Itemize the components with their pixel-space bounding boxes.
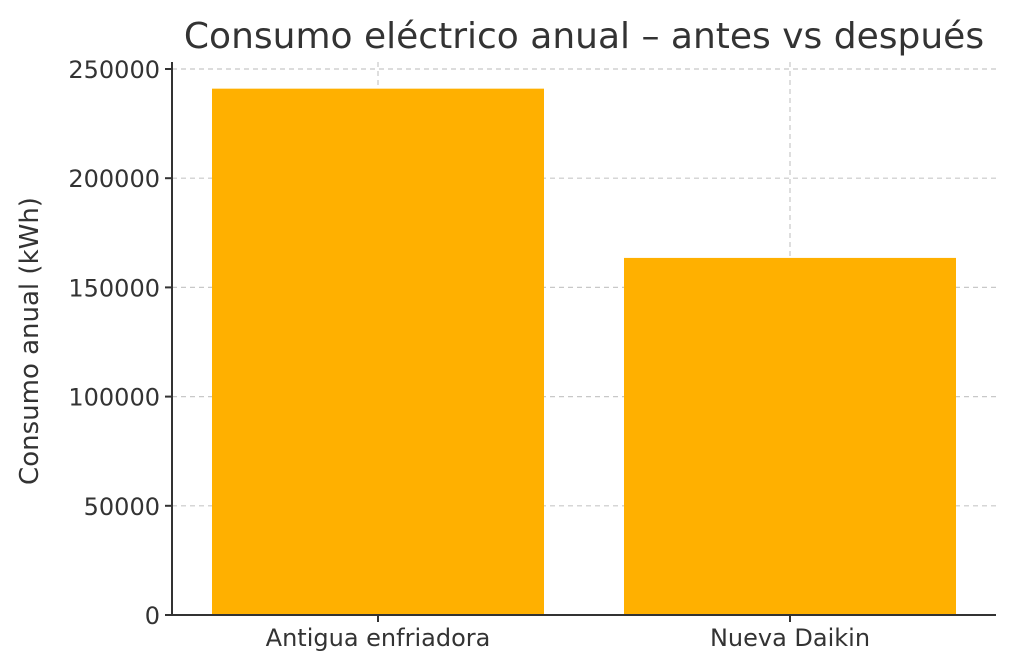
y-tick-label: 150000	[68, 274, 160, 302]
y-tick-label: 0	[145, 602, 160, 630]
bars	[212, 88, 956, 615]
y-tick-label: 200000	[68, 165, 160, 193]
x-category-label: Nueva Daikin	[710, 624, 870, 652]
y-axis-ticks: 0 50000 100000 150000 200000 250000	[68, 56, 172, 630]
x-category-label: Antigua enfriadora	[266, 624, 491, 652]
bar	[624, 257, 956, 615]
y-axis-label: Consumo anual (kWh)	[15, 197, 45, 485]
bar	[212, 88, 544, 615]
y-tick-label: 50000	[84, 493, 160, 521]
y-tick-label: 100000	[68, 384, 160, 412]
axes	[171, 62, 996, 616]
x-axis-categories: Antigua enfriadora Nueva Daikin	[266, 615, 870, 652]
chart-title: Consumo eléctrico anual – antes vs despu…	[184, 16, 984, 57]
y-tick-label: 250000	[68, 56, 160, 84]
